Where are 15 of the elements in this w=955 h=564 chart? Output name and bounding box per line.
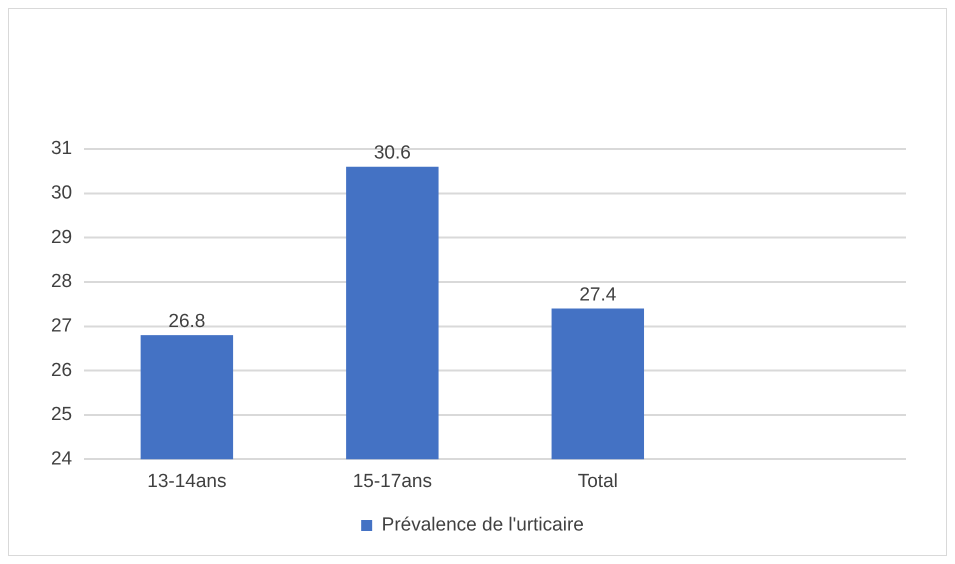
y-tick-label: 24 <box>50 448 73 470</box>
data-label: 27.4 <box>579 284 617 306</box>
y-tick-label: 25 <box>50 404 72 426</box>
x-tick-label: 15-17ans <box>352 470 432 492</box>
x-tick-label: 13-14ans <box>147 470 226 492</box>
y-tick-label: 27 <box>50 315 72 336</box>
legend-label: Prévalence de l'urticaire <box>382 514 584 536</box>
data-label: 30.6 <box>374 142 411 164</box>
x-tick-label: Total <box>578 470 618 492</box>
data-label: 26.8 <box>168 310 206 332</box>
y-tick-label: 29 <box>50 226 72 248</box>
y-tick-label: 28 <box>50 271 72 292</box>
y-tick-label: 30 <box>50 182 72 204</box>
y-tick-label: 31 <box>50 138 72 160</box>
y-tick-label: 26 <box>50 360 72 381</box>
